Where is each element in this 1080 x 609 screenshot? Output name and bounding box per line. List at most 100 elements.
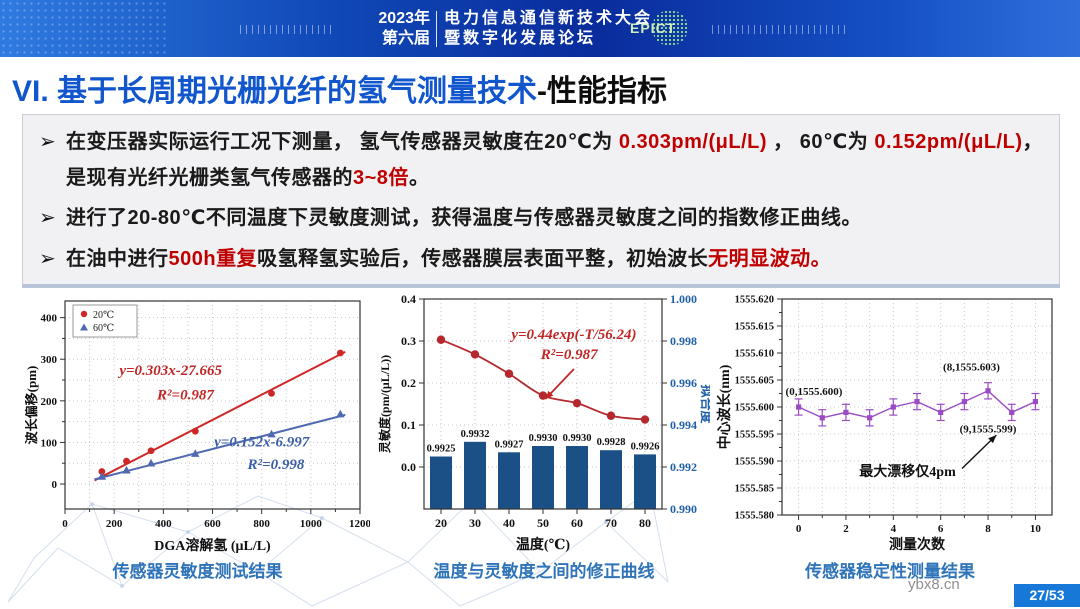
bullet-text-segment: 在油中进行 — [66, 247, 169, 270]
svg-text:0.0: 0.0 — [401, 460, 416, 474]
svg-text:1555.585: 1555.585 — [735, 484, 774, 495]
svg-text:1555.620: 1555.620 — [735, 295, 774, 306]
bullet-text-segment: 进行了20-80℃不同温度下灵敏度测试，获得温度与传感器灵敏度之间的指数修正曲线… — [66, 207, 862, 230]
bullet-text-segment: 3~8倍 — [353, 166, 409, 189]
svg-text:6: 6 — [938, 523, 944, 535]
bullet-arrow-icon: ➢ — [39, 247, 57, 270]
svg-text:0.2: 0.2 — [401, 376, 416, 390]
header-divider — [436, 11, 437, 47]
svg-text:0.4: 0.4 — [401, 293, 416, 306]
stability-chart: 1555.580 1555.585 1555.590 1555.595 1555.600… — [716, 295, 1053, 553]
svg-text:灵敏度(pm/(μL/L)): 灵敏度(pm/(μL/L)) — [378, 355, 392, 453]
svg-text:0.992: 0.992 — [670, 460, 697, 474]
svg-text:R²=0.998: R²=0.998 — [247, 457, 305, 473]
bullet-text-segment: 0.152pm/(μL/L) — [874, 131, 1023, 153]
svg-text:1.000: 1.000 — [670, 293, 697, 306]
svg-text:30: 30 — [469, 516, 481, 530]
svg-text:800: 800 — [253, 518, 270, 530]
svg-text:0.9930: 0.9930 — [529, 433, 558, 444]
sensitivity-chart-container: 0 200 400 600 800 1000 1200 0 100 200 300 400 DGA溶解氢… — [24, 293, 372, 557]
bullet-item: ➢ 进行了20-80℃不同温度下灵敏度测试，获得温度与传感器灵敏度之间的指数修正曲… — [39, 201, 1043, 237]
chart-caption-stability: 传感器稳定性测量结果 — [805, 562, 975, 581]
svg-text:0.996: 0.996 — [670, 376, 697, 390]
svg-text:1555.605: 1555.605 — [735, 376, 774, 387]
bullet-text-segment: 0.303pm/(μL/L) — [618, 131, 767, 153]
svg-text:(9,1555.599): (9,1555.599) — [960, 423, 1017, 435]
svg-text:60: 60 — [571, 516, 583, 530]
svg-text:0.998: 0.998 — [670, 334, 697, 348]
header-tick-decoration-left — [240, 25, 335, 34]
svg-text:测量次数: 测量次数 — [889, 536, 946, 553]
svg-text:0.9926: 0.9926 — [631, 441, 660, 452]
svg-text:R²=0.987: R²=0.987 — [156, 388, 214, 404]
svg-text:0.9930: 0.9930 — [563, 433, 592, 444]
svg-text:1000: 1000 — [300, 518, 323, 530]
svg-text:1555.610: 1555.610 — [735, 349, 774, 360]
svg-text:DGA溶解氢 (μL/L): DGA溶解氢 (μL/L) — [154, 537, 271, 554]
svg-text:70: 70 — [605, 516, 617, 530]
svg-text:y=0.152x-6.997: y=0.152x-6.997 — [212, 435, 310, 451]
svg-text:1555.590: 1555.590 — [735, 457, 774, 468]
temperature-correction-chart: 0.9925 0.9932 0.9927 0.9930 0.9930 0.9928 0.99… — [377, 292, 714, 553]
svg-text:20℃: 20℃ — [93, 310, 114, 321]
svg-text:600: 600 — [204, 518, 221, 530]
svg-text:最大漂移仅4pm: 最大漂移仅4pm — [859, 463, 956, 480]
svg-text:0.994: 0.994 — [670, 418, 697, 432]
bullet-item: ➢ 在变压器实际运行工况下测量， 氢气传感器灵敏度在20℃为 0.303pm/(μ… — [39, 125, 1043, 196]
bullet-text-segment: 。 — [408, 166, 430, 189]
bullet-arrow-icon: ➢ — [39, 131, 57, 153]
svg-text:0: 0 — [62, 518, 68, 530]
watermark: ybx8.cn — [908, 576, 960, 593]
svg-text:10: 10 — [1030, 523, 1042, 535]
epict-globe-icon — [652, 10, 688, 46]
svg-text:1555.580: 1555.580 — [735, 511, 774, 522]
chart-caption-correction: 温度与灵敏度之间的修正曲线 — [433, 562, 655, 581]
svg-text:0: 0 — [52, 479, 58, 491]
bullet-text-segment: 500h重复 — [168, 247, 258, 270]
header-tick-decoration-right — [712, 25, 847, 34]
svg-text:拟合度: 拟合度 — [699, 384, 710, 424]
bullet-text-segment: ， 60℃为 — [767, 131, 875, 153]
conference-title: 电力信息通信新技术大会 暨数字化发展论坛 — [444, 9, 653, 49]
conference-title-line1: 电力信息通信新技术大会 — [444, 10, 654, 27]
svg-text:0.9925: 0.9925 — [427, 444, 456, 455]
page-title-suffix: -性能指标 — [537, 75, 668, 108]
svg-text:100: 100 — [41, 437, 58, 449]
svg-text:400: 400 — [155, 518, 172, 530]
sensitivity-chart: 0 200 400 600 800 1000 1200 0 100 200 300 400 DGA溶解氢… — [24, 300, 372, 554]
stability-chart-container: 1555.580 1555.585 1555.590 1555.595 1555.600… — [716, 293, 1064, 557]
page-title-main: VI. 基于长周期光栅光纤的氢气测量技术 — [12, 75, 538, 108]
svg-text:R²=0.987: R²=0.987 — [540, 347, 598, 363]
svg-text:8: 8 — [985, 523, 991, 535]
svg-text:40: 40 — [503, 516, 515, 530]
svg-text:200: 200 — [41, 396, 58, 408]
chart-caption-sensitivity: 传感器灵敏度测试结果 — [112, 562, 283, 581]
svg-text:1555.615: 1555.615 — [735, 322, 774, 333]
header-bar: 2023年 第六届 电力信息通信新技术大会 暨数字化发展论坛 EPICT — [0, 0, 1080, 57]
svg-text:20: 20 — [435, 516, 447, 530]
svg-text:波长偏移(pm): 波长偏移(pm) — [25, 366, 39, 445]
svg-text:300: 300 — [41, 354, 58, 366]
svg-text:1555.600: 1555.600 — [735, 403, 774, 414]
svg-text:80: 80 — [639, 516, 651, 530]
bullet-text-segment: ，是现有光纤光栅类氢气传感器的 — [66, 131, 1044, 189]
conference-year-line: 2023年 — [378, 10, 430, 27]
conference-year: 2023年 第六届 — [352, 9, 430, 49]
svg-text:60℃: 60℃ — [93, 323, 114, 334]
bullet-text-segment: 无明显波动。 — [708, 247, 832, 270]
svg-text:1555.595: 1555.595 — [735, 430, 774, 441]
svg-text:2: 2 — [843, 523, 849, 535]
page-title: VI. 基于长周期光栅光纤的氢气测量技术-性能指标 — [12, 66, 667, 110]
temperature-correction-chart-container: 0.9925 0.9932 0.9927 0.9930 0.9930 0.9928 0.99… — [377, 292, 714, 557]
svg-text:y=0.44exp(-T/56.24): y=0.44exp(-T/56.24) — [509, 327, 636, 343]
svg-text:(0,1555.600): (0,1555.600) — [786, 386, 843, 398]
svg-text:(8,1555.603): (8,1555.603) — [943, 361, 1000, 373]
bullet-text-segment: 吸氢释氢实验后，传感器膜层表面平整，初始波长 — [257, 247, 709, 270]
summary-bullet-box: ➢ 在变压器实际运行工况下测量， 氢气传感器灵敏度在20℃为 0.303pm/(μ… — [22, 114, 1060, 288]
svg-text:0.9928: 0.9928 — [597, 437, 626, 448]
svg-text:0.9927: 0.9927 — [495, 439, 524, 450]
svg-text:0.9932: 0.9932 — [461, 429, 490, 440]
bullet-text-segment: 在变压器实际运行工况下测量， 氢气传感器灵敏度在20℃为 — [66, 131, 619, 153]
epict-logo: EPICT — [630, 8, 688, 50]
